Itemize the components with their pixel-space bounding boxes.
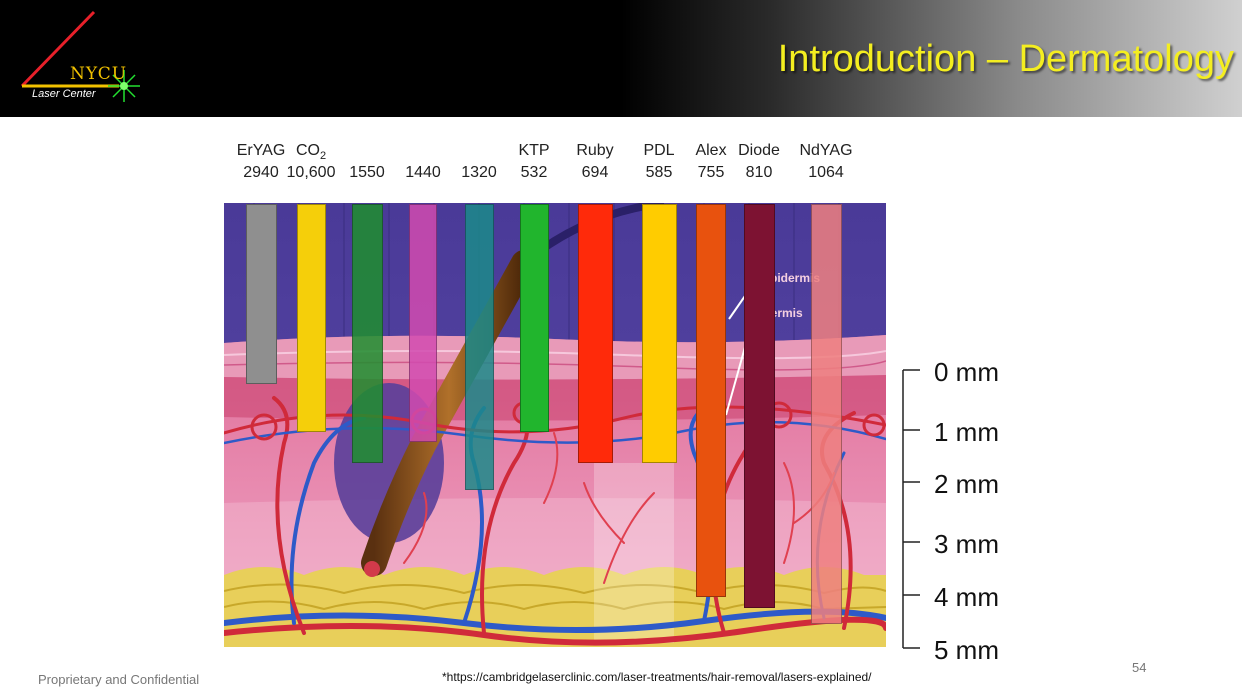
laser-wavelength-label: 585: [645, 164, 673, 181]
laser-depth-bar: [296, 204, 326, 432]
depth-scale-axis: [902, 369, 920, 649]
depth-tick-label: 1 mm: [934, 417, 999, 447]
laser-wavelength-label: 1550: [349, 164, 385, 181]
source-citation: *https://cambridgelaserclinic.com/laser-…: [442, 670, 872, 684]
laser-wavelength-label: 1064: [808, 164, 844, 181]
laser-name-label: Diode: [738, 142, 780, 159]
laser-depth-bar: [409, 204, 437, 443]
laser-depth-bar: [245, 204, 277, 384]
laser-depth-bar: [464, 204, 494, 490]
slide-title: Introduction – Dermatology: [777, 38, 1234, 80]
depth-tick-label: 5 mm: [934, 635, 999, 665]
laser-wavelength-label: 810: [745, 164, 773, 181]
laser-name-label: Ruby: [576, 142, 614, 159]
laser-name-label: CO2: [295, 142, 327, 163]
laser-name-label: Alex: [695, 142, 727, 159]
depth-tick-label: 0 mm: [934, 357, 999, 387]
laser-name-label: PDL: [643, 142, 675, 159]
laser-depth-bar: [519, 204, 549, 432]
laser-wavelength-label: 694: [581, 164, 609, 181]
laser-wavelength-label: 2940: [243, 164, 279, 181]
laser-depth-bar: [696, 204, 726, 597]
slide-header: NYCU Laser Center Introduction – Dermato…: [0, 0, 1242, 117]
laser-depth-bar: [743, 204, 775, 608]
logo-graphic-icon: [20, 10, 140, 102]
epidermis-label: Epidermis: [762, 271, 821, 285]
logo-name: NYCU: [70, 64, 128, 84]
laser-depth-bar: [810, 204, 842, 624]
depth-tick-label: 4 mm: [934, 582, 999, 612]
laser-depth-bar: [351, 204, 383, 464]
page-number: 54: [1132, 660, 1147, 675]
laser-wavelength-label: 1440: [405, 164, 441, 181]
laser-wavelength-label: 755: [697, 164, 725, 181]
laser-name-label: ErYAG: [236, 142, 286, 159]
laser-depth-bar: [641, 204, 677, 464]
laser-wavelength-label: 10,600: [286, 164, 336, 181]
confidential-note: Proprietary and Confidential: [38, 672, 200, 687]
laser-depth-bar: [577, 204, 613, 464]
laser-name-label: KTP: [518, 142, 550, 159]
depth-tick-label: 2 mm: [934, 469, 999, 499]
logo-subtitle: Laser Center: [32, 88, 96, 100]
laser-wavelength-label: 532: [520, 164, 548, 181]
laser-wavelength-label: 1320: [461, 164, 497, 181]
depth-tick-label: 3 mm: [934, 529, 999, 559]
laser-name-label: NdYAG: [799, 142, 853, 159]
nycu-laser-center-logo: NYCU Laser Center: [14, 8, 144, 108]
